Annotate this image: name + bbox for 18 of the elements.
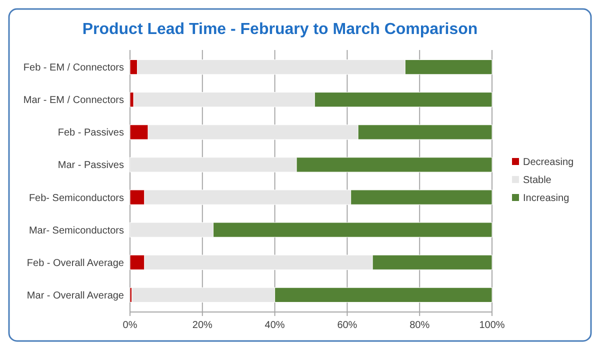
x-tick-label: 0% bbox=[122, 320, 138, 331]
x-tick-label: 20% bbox=[192, 320, 213, 331]
x-tick-label: 80% bbox=[410, 320, 430, 331]
legend-label: Stable bbox=[523, 175, 552, 186]
y-tick-label: Feb - Overall Average bbox=[26, 258, 124, 269]
y-tick-label: Feb - EM / Connectors bbox=[23, 62, 124, 74]
legend-label: Increasing bbox=[523, 193, 570, 204]
x-tick-label: 60% bbox=[337, 320, 358, 331]
chart-title: Product Lead Time - February to March Comparison bbox=[82, 21, 478, 38]
y-tick-label: Feb - Passives bbox=[58, 128, 124, 139]
y-tick-label: Mar- Semiconductors bbox=[28, 225, 124, 236]
y-tick-label: Mar - Passives bbox=[58, 160, 124, 172]
x-tick-label: 40% bbox=[264, 320, 285, 331]
y-tick-label: Mar - Overall Average bbox=[26, 290, 124, 302]
x-tick-label: 100% bbox=[479, 320, 505, 331]
legend-label: Decreasing bbox=[523, 157, 574, 168]
y-tick-label: Mar - EM / Connectors bbox=[23, 95, 124, 106]
y-tick-label: Feb- Semiconductors bbox=[28, 192, 124, 204]
